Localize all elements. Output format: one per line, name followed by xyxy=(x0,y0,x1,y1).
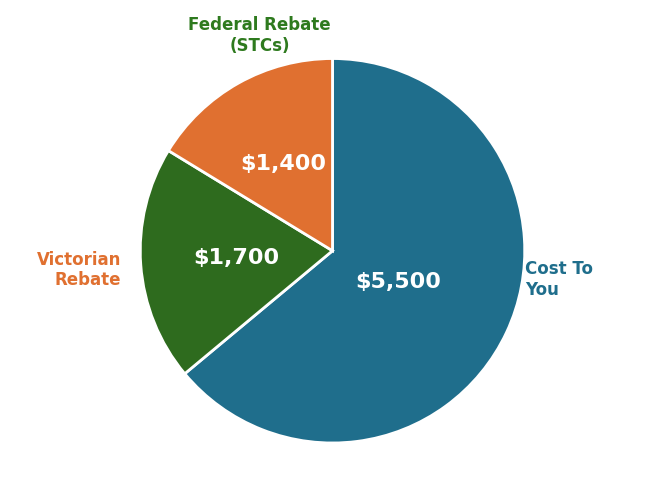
Wedge shape xyxy=(140,150,332,374)
Text: $1,400: $1,400 xyxy=(241,153,327,174)
Text: Cost To
You: Cost To You xyxy=(525,260,593,299)
Text: $1,700: $1,700 xyxy=(194,248,280,268)
Text: $5,500: $5,500 xyxy=(356,272,442,292)
Wedge shape xyxy=(185,59,525,443)
Text: Federal Rebate
(STCs): Federal Rebate (STCs) xyxy=(188,16,331,55)
Text: Victorian
Rebate: Victorian Rebate xyxy=(37,250,121,289)
Wedge shape xyxy=(168,59,332,251)
